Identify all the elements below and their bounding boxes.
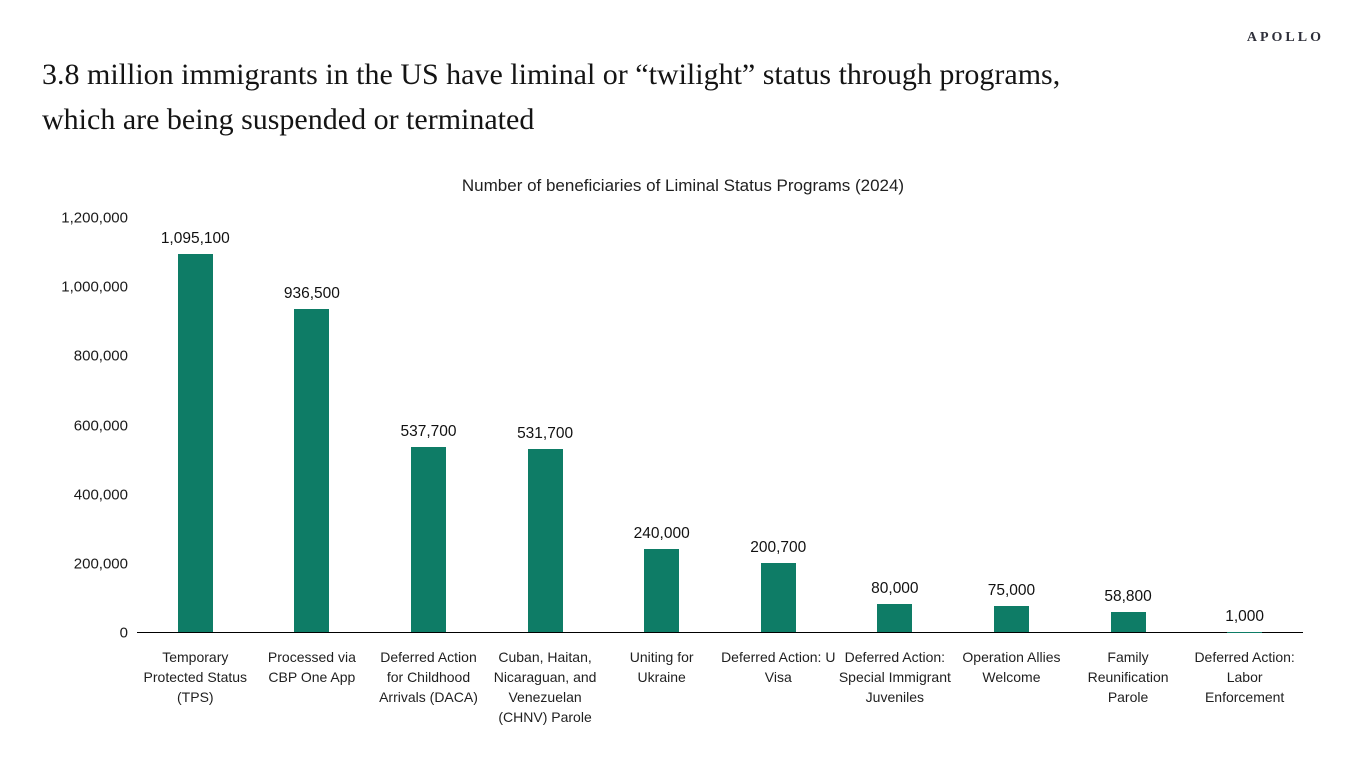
category-label: Deferred Action: Labor Enforcement <box>1194 649 1295 705</box>
y-tick-label: 800,000 <box>73 347 128 365</box>
plot-area: 1,095,100 936,500 537,700 531,700 240,000 200… <box>137 218 1303 633</box>
category-label: Cuban, Haitan, Nicaraguan, and Venezuela… <box>493 649 597 725</box>
category-label: Operation Allies Welcome <box>962 649 1061 685</box>
bar <box>527 448 563 632</box>
bar <box>760 562 796 632</box>
x-axis-labels: Temporary Protected Status (TPS) Processe… <box>137 647 1303 727</box>
headline-line-2: which are being suspended or terminated <box>42 103 535 136</box>
bar-column: 75,000 <box>953 218 1070 632</box>
category-label: Deferred Action: U Visa <box>721 649 836 685</box>
category-label: Family Reunification Parole <box>1087 649 1169 705</box>
y-tick-label: 1,000,000 <box>61 278 128 296</box>
bar-value-label: 200,700 <box>750 538 807 556</box>
y-tick-label: 200,000 <box>73 555 128 573</box>
category-label: Uniting for Ukraine <box>629 649 694 685</box>
y-tick-label: 600,000 <box>73 417 128 434</box>
bar-value-label: 537,700 <box>400 422 457 440</box>
category-label: Deferred Action: Special Immigrant Juven… <box>838 649 951 705</box>
bar-column: 1,000 <box>1186 218 1303 632</box>
bar-value-label: 58,800 <box>1104 587 1152 605</box>
y-tick-label: 0 <box>119 624 128 642</box>
bar-value-label: 1,000 <box>1225 607 1265 625</box>
y-tick-label: 400,000 <box>73 486 128 504</box>
bar-value-label: 240,000 <box>633 525 690 543</box>
bar-column: 936,500 <box>254 218 371 632</box>
category-label: Deferred Action for Childhood Arrivals (… <box>379 649 478 705</box>
bar-column: 58,800 <box>1070 218 1187 632</box>
category-label: Temporary Protected Status (TPS) <box>143 649 248 705</box>
bar <box>410 446 446 632</box>
bar <box>993 606 1029 632</box>
bar-column: 240,000 <box>603 218 720 632</box>
apollo-logo: APOLLO <box>1246 30 1324 45</box>
bar <box>877 604 913 632</box>
headline: 3.8 million immigrants in the US have li… <box>42 52 1332 142</box>
bar-column: 200,700 <box>720 218 837 632</box>
y-axis: 1,200,000 1,000,000 800,000 600,000 400,000 2… <box>30 210 128 642</box>
bar-column: 537,700 <box>370 218 487 632</box>
bar <box>1110 611 1146 632</box>
bar-value-label: 531,700 <box>517 424 574 442</box>
bar-value-label: 80,000 <box>871 580 919 598</box>
bar <box>294 308 330 632</box>
bar-value-label: 75,000 <box>987 582 1036 600</box>
bar-value-label: 936,500 <box>283 284 340 302</box>
bar-column: 531,700 <box>487 218 604 632</box>
bar-column: 1,095,100 <box>137 218 254 632</box>
bar-column: 80,000 <box>837 218 954 632</box>
bar <box>644 549 680 632</box>
headline-line-1: 3.8 million immigrants in the US have li… <box>42 58 1061 91</box>
category-label: Processed via CBP One App <box>267 649 356 685</box>
bar <box>177 254 213 632</box>
bar-value-label: 1,095,100 <box>160 230 230 248</box>
chart-title: Number of beneficiaries of Liminal Statu… <box>461 176 905 195</box>
y-tick-label: 1,200,000 <box>61 209 128 227</box>
